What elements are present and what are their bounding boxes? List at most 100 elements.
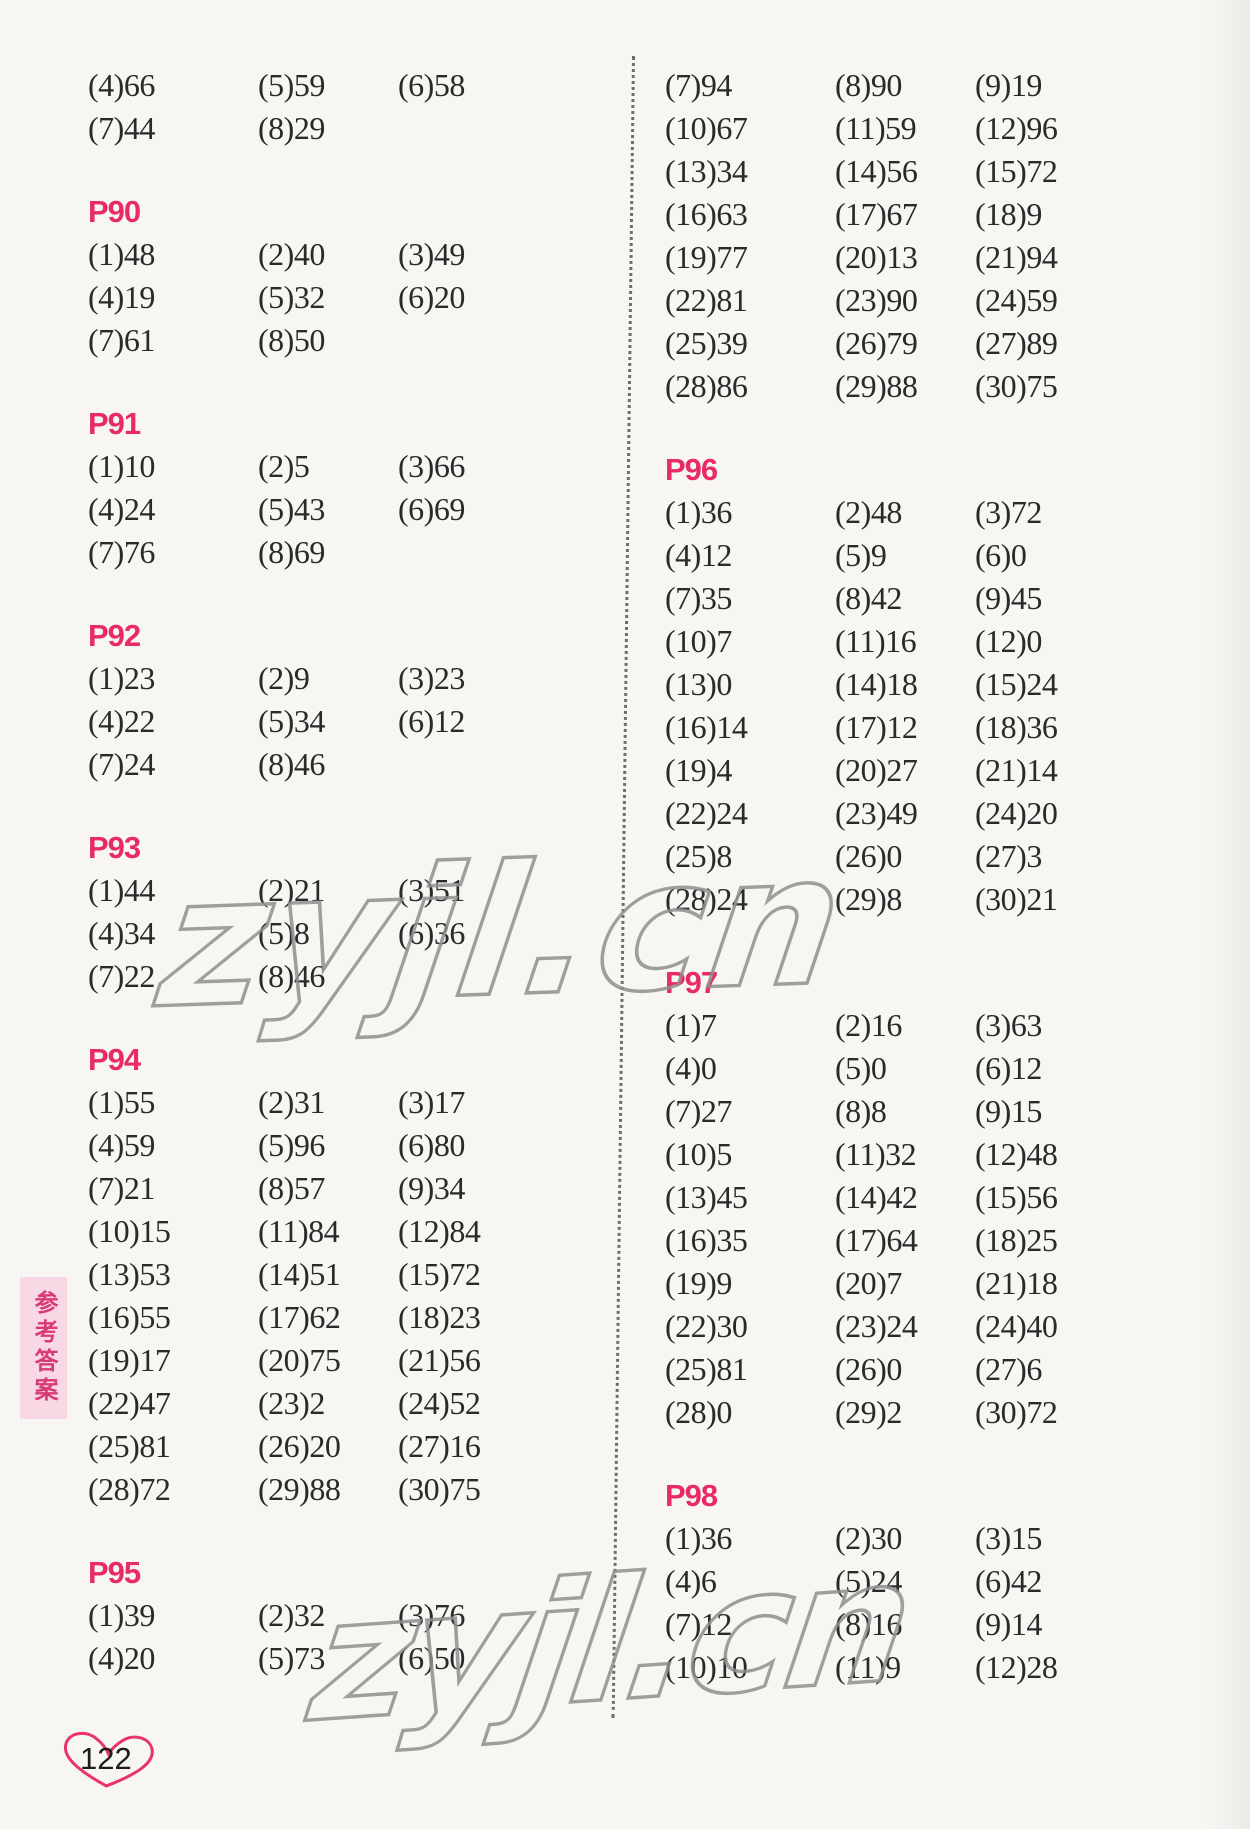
answer-cell: (24)52 <box>398 1385 481 1421</box>
answer-row: (16)55 (17)62 (18)23 <box>88 1296 588 1339</box>
answer-cell: (28)0 <box>665 1394 732 1430</box>
answer-row: (4)59 (5)96 (6)80 <box>88 1124 588 1167</box>
answer-cell: (14)42 <box>835 1179 918 1215</box>
answer-cell: (13)53 <box>88 1256 171 1292</box>
answer-cell: (11)32 <box>835 1136 917 1172</box>
answer-cell: (30)72 <box>975 1394 1058 1430</box>
answer-cell: (4)6 <box>665 1563 717 1599</box>
answer-cell: (4)0 <box>665 1050 717 1086</box>
answer-cell: (29)88 <box>835 368 918 404</box>
answer-cell: (12)96 <box>975 110 1058 146</box>
answer-cell: (16)35 <box>665 1222 748 1258</box>
answer-row: (1)48 (2)40 (3)49 <box>88 233 588 276</box>
answer-cell: (2)21 <box>258 872 325 908</box>
answer-cell: (1)55 <box>88 1084 155 1120</box>
answer-row: (1)23 (2)9 (3)23 <box>88 657 588 700</box>
answer-cell: (7)12 <box>665 1606 732 1642</box>
section-header: P96 <box>665 452 718 487</box>
section-header: P92 <box>88 618 141 653</box>
page-number-badge: 122 <box>56 1730 160 1794</box>
answer-cell: (17)67 <box>835 196 918 232</box>
answer-cell: (9)34 <box>398 1170 465 1206</box>
answer-row: (19)9 (20)7 (21)18 <box>665 1262 1205 1305</box>
answer-cell: (7)44 <box>88 110 155 146</box>
answer-row: (22)47 (23)2 (24)52 <box>88 1382 588 1425</box>
answer-cell: (27)6 <box>975 1351 1042 1387</box>
answer-cell: (6)80 <box>398 1127 465 1163</box>
answer-row: (7)44 (8)29 <box>88 107 588 150</box>
answer-cell: (22)24 <box>665 795 748 831</box>
answer-cell: (11)84 <box>258 1213 340 1249</box>
answer-cell: (23)24 <box>835 1308 918 1344</box>
answer-cell: (19)77 <box>665 239 748 275</box>
answer-cell: (22)30 <box>665 1308 748 1344</box>
answer-section: (4)66 (5)59 (6)58 (7)44 (8)29 <box>88 64 588 150</box>
answer-row: (4)22 (5)34 (6)12 <box>88 700 588 743</box>
answer-cell: (12)48 <box>975 1136 1058 1172</box>
section-header: P93 <box>88 830 141 865</box>
answer-cell: (3)63 <box>975 1007 1042 1043</box>
answer-cell: (1)36 <box>665 494 732 530</box>
answer-row: (7)94 (8)90 (9)19 <box>665 64 1205 107</box>
answer-cell: (9)19 <box>975 67 1042 103</box>
answer-row: (1)44 (2)21 (3)51 <box>88 869 588 912</box>
answer-cell: (6)50 <box>398 1640 465 1676</box>
answer-row: (4)6 (5)24 (6)42 <box>665 1560 1205 1603</box>
answer-cell: (16)14 <box>665 709 748 745</box>
answer-cell: (5)59 <box>258 67 325 103</box>
answer-cell: (2)48 <box>835 494 902 530</box>
answer-cell: (15)56 <box>975 1179 1058 1215</box>
answer-cell: (15)24 <box>975 666 1058 702</box>
answer-cell: (12)0 <box>975 623 1042 659</box>
answer-cell: (21)94 <box>975 239 1058 275</box>
answer-row: (13)45 (14)42 (15)56 <box>665 1176 1205 1219</box>
answer-row: (19)77 (20)13 (21)94 <box>665 236 1205 279</box>
answer-cell: (29)8 <box>835 881 902 917</box>
answer-row: (1)10 (2)5 (3)66 <box>88 445 588 488</box>
answer-cell: (6)36 <box>398 915 465 951</box>
sidebar-tab-reference-answers: 参考答案 <box>20 1277 67 1419</box>
answer-cell: (1)48 <box>88 236 155 272</box>
answer-cell: (4)20 <box>88 1640 155 1676</box>
answer-cell: (3)49 <box>398 236 465 272</box>
answer-cell: (19)4 <box>665 752 732 788</box>
answer-cell: (2)16 <box>835 1007 902 1043</box>
answer-cell: (30)75 <box>398 1471 481 1507</box>
answer-cell: (14)56 <box>835 153 918 189</box>
answer-row: (28)24 (29)8 (30)21 <box>665 878 1205 921</box>
answer-cell: (21)56 <box>398 1342 481 1378</box>
answer-section: P93 (1)44 (2)21 (3)51 (4)34 (5)8 (6)36 (7)22 (8)… <box>88 826 588 998</box>
answer-cell: (19)17 <box>88 1342 171 1378</box>
answer-cell: (30)75 <box>975 368 1058 404</box>
answer-cell: (4)19 <box>88 279 155 315</box>
answer-cell: (25)81 <box>88 1428 171 1464</box>
answer-cell: (3)76 <box>398 1597 465 1633</box>
answer-row: (10)67 (11)59 (12)96 <box>665 107 1205 150</box>
answer-cell: (16)63 <box>665 196 748 232</box>
answer-row: (16)63 (17)67 (18)9 <box>665 193 1205 236</box>
answer-section: P96 (1)36 (2)48 (3)72 (4)12 (5)9 (6)0 (7)35 (8)4… <box>665 448 1205 921</box>
answer-section: (7)94 (8)90 (9)19 (10)67 (11)59 (12)96 (13)34(… <box>665 64 1205 408</box>
answer-cell: (13)0 <box>665 666 732 702</box>
answer-cell: (17)12 <box>835 709 918 745</box>
answer-cell: (12)28 <box>975 1649 1058 1685</box>
answer-cell: (8)16 <box>835 1606 902 1642</box>
answer-cell: (19)9 <box>665 1265 732 1301</box>
answer-row: (22)81 (23)90 (24)59 <box>665 279 1205 322</box>
answer-cell: (5)9 <box>835 537 887 573</box>
answer-cell: (27)16 <box>398 1428 481 1464</box>
answer-row: (1)39 (2)32 (3)76 <box>88 1594 588 1637</box>
answer-row: (4)12 (5)9 (6)0 <box>665 534 1205 577</box>
answer-cell: (10)5 <box>665 1136 732 1172</box>
answer-cell: (22)47 <box>88 1385 171 1421</box>
answer-cell: (4)22 <box>88 703 155 739</box>
answer-row: (4)0 (5)0 (6)12 <box>665 1047 1205 1090</box>
answer-cell: (7)24 <box>88 746 155 782</box>
answer-cell: (7)21 <box>88 1170 155 1206</box>
answer-cell: (23)49 <box>835 795 918 831</box>
answer-cell: (8)57 <box>258 1170 325 1206</box>
answer-cell: (10)15 <box>88 1213 171 1249</box>
answer-section: P95 (1)39 (2)32 (3)76 (4)20 (5)73 (6)50 <box>88 1551 588 1680</box>
answer-section: P91 (1)10 (2)5 (3)66 (4)24 (5)43 (6)69 (7)76 (8)… <box>88 402 588 574</box>
heart-icon <box>63 1731 154 1788</box>
